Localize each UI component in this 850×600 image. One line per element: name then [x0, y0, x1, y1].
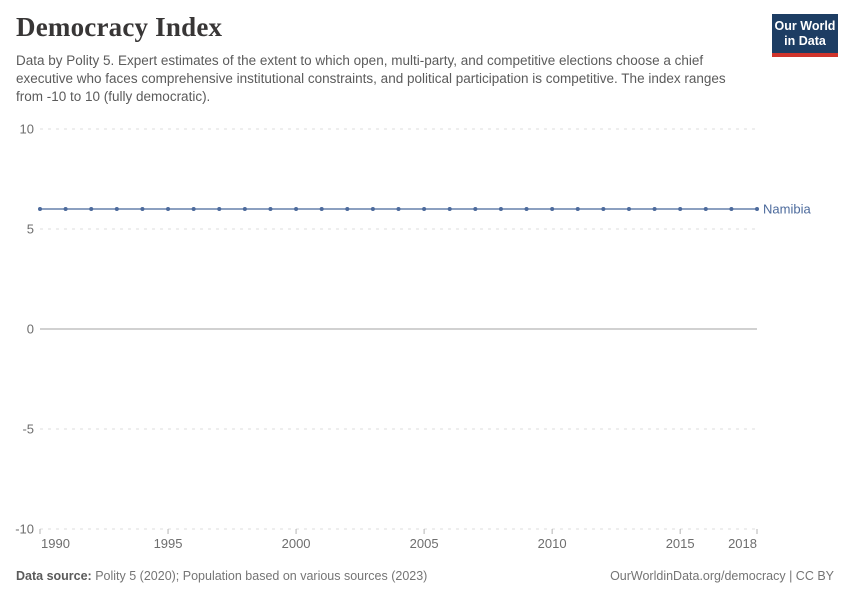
page-title: Democracy Index — [16, 12, 223, 42]
data-point-marker[interactable] — [524, 207, 529, 211]
data-source-label: Data source: — [16, 569, 92, 583]
data-point-marker[interactable] — [63, 207, 68, 211]
x-axis-label: 2015 — [666, 536, 695, 551]
data-point-marker[interactable] — [755, 207, 759, 211]
x-axis-label: 1995 — [154, 536, 183, 551]
data-point-marker[interactable] — [217, 207, 222, 211]
x-axis-label: 2010 — [538, 536, 567, 551]
owid-logo-line1: Our World — [774, 19, 836, 33]
x-axis-label: 2005 — [410, 536, 439, 551]
data-point-marker[interactable] — [396, 207, 401, 211]
data-point-marker[interactable] — [703, 207, 708, 211]
data-point-marker[interactable] — [294, 207, 299, 211]
y-axis-label: 10 — [20, 122, 34, 137]
data-point-marker[interactable] — [268, 207, 273, 211]
data-point-marker[interactable] — [447, 207, 452, 211]
data-point-marker[interactable] — [422, 207, 427, 211]
data-source: Data source: Polity 5 (2020); Population… — [16, 568, 427, 584]
data-point-marker[interactable] — [370, 207, 375, 211]
x-axis-label: 2000 — [282, 536, 311, 551]
data-point-marker[interactable] — [601, 207, 606, 211]
data-point-marker[interactable] — [319, 207, 324, 211]
chart-footer: Data source: Polity 5 (2020); Population… — [16, 568, 834, 584]
data-point-marker[interactable] — [652, 207, 657, 211]
data-point-marker[interactable] — [166, 207, 171, 211]
data-point-marker[interactable] — [89, 207, 94, 211]
data-point-marker[interactable] — [498, 207, 503, 211]
data-point-marker[interactable] — [626, 207, 631, 211]
data-point-marker[interactable] — [550, 207, 555, 211]
data-point-marker[interactable] — [729, 207, 734, 211]
x-axis-label: 2018 — [728, 536, 757, 551]
data-point-marker[interactable] — [678, 207, 683, 211]
data-point-marker[interactable] — [345, 207, 350, 211]
data-point-marker[interactable] — [140, 207, 145, 211]
owid-logo-line2: in Data — [784, 34, 826, 48]
entity-label-namibia[interactable]: Namibia — [763, 202, 811, 217]
y-axis-label: -10 — [15, 522, 34, 537]
attribution-link[interactable]: OurWorldinData.org/democracy | CC BY — [610, 569, 834, 583]
owid-logo[interactable]: Our World in Data — [772, 14, 838, 57]
data-source-text: Polity 5 (2020); Population based on var… — [91, 569, 428, 583]
data-point-marker[interactable] — [38, 207, 42, 211]
y-axis-label: 0 — [27, 322, 34, 337]
data-point-marker[interactable] — [575, 207, 580, 211]
y-axis-label: 5 — [27, 222, 34, 237]
data-point-marker[interactable] — [473, 207, 478, 211]
data-point-marker[interactable] — [191, 207, 196, 211]
chart-subtitle: Data by Polity 5. Expert estimates of th… — [16, 53, 726, 104]
y-axis-label: -5 — [22, 422, 34, 437]
data-point-marker[interactable] — [242, 207, 247, 211]
data-point-marker[interactable] — [114, 207, 119, 211]
x-axis-label: 1990 — [41, 536, 70, 551]
